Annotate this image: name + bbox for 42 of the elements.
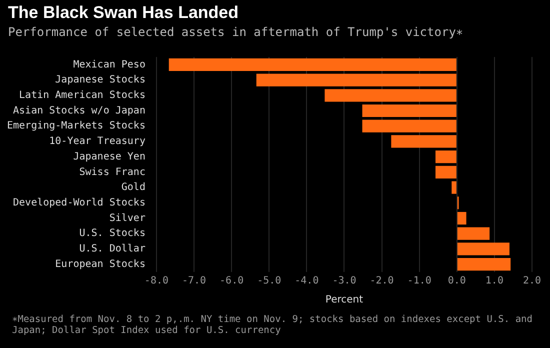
x-tick-label: -4.0 xyxy=(294,276,319,287)
x-tick-label: 1.0 xyxy=(485,276,504,287)
bar xyxy=(435,150,456,164)
y-tick-label: Silver xyxy=(109,212,146,224)
x-axis-title: Percent xyxy=(325,294,364,306)
x-tick-label: -2.0 xyxy=(370,276,394,287)
x-tick-label: 2.0 xyxy=(522,276,542,287)
bar xyxy=(362,120,456,132)
y-tick-label: Swiss Franc xyxy=(79,166,146,178)
bar xyxy=(457,212,466,225)
bar xyxy=(457,227,490,240)
bar xyxy=(256,74,456,86)
y-tick-label: Asian Stocks w/o Japan xyxy=(13,105,146,116)
bar xyxy=(457,242,510,256)
y-tick-label: European Stocks xyxy=(55,258,146,270)
x-tick-label: -7.0 xyxy=(182,276,206,287)
bar xyxy=(435,166,456,178)
bar xyxy=(452,181,456,194)
y-tick-label: Latin American Stocks xyxy=(19,90,146,101)
bar xyxy=(324,89,456,102)
x-tick-label: -6.0 xyxy=(220,276,244,287)
bar xyxy=(362,104,456,118)
y-tick-label: Gold xyxy=(121,182,146,194)
y-tick-label: U.S. Dollar xyxy=(79,244,146,255)
chart-title: The Black Swan Has Landed xyxy=(8,3,239,23)
y-tick-label: 10-Year Treasury xyxy=(49,136,146,148)
x-tick-label: -5.0 xyxy=(257,276,282,287)
y-tick-label: Developed-World Stocks xyxy=(13,197,146,208)
bar xyxy=(168,58,456,71)
bar xyxy=(391,135,456,148)
y-tick-label: U.S. Stocks xyxy=(79,228,146,240)
x-tick-label: 0.0 xyxy=(448,276,466,287)
y-tick-label: Japanese Yen xyxy=(73,151,146,162)
chart-subtitle: Performance of selected assets in aftermath of Trump's victory∗ xyxy=(8,25,464,39)
x-tick-label: -3.0 xyxy=(332,276,356,287)
y-tick-label: Mexican Peso xyxy=(73,59,146,70)
x-tick-label: -8.0 xyxy=(144,276,169,287)
bar xyxy=(457,258,511,271)
y-tick-label: Emerging-Markets Stocks xyxy=(6,120,146,132)
y-tick-label: Japanese Stocks xyxy=(55,74,146,86)
text: ∗Measured from Nov. 8 to 2 p,.m. NY time on Nov. 9; stocks based on indexes except U.S. and Japan; Dollar Spot Index used for U.S. currency xyxy=(12,314,534,336)
x-tick-label: -1.0 xyxy=(407,276,432,287)
